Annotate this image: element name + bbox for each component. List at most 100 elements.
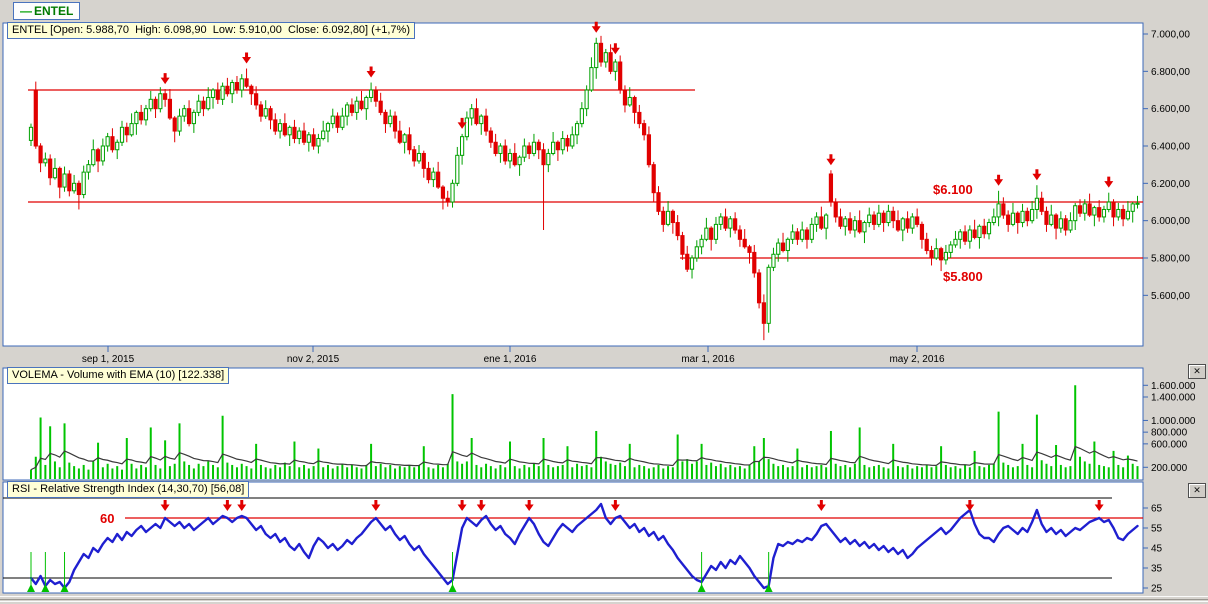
candle-body — [388, 115, 393, 125]
candle-body — [244, 78, 249, 87]
rsi-level-label: 60 — [100, 511, 114, 526]
candle-body — [43, 158, 48, 164]
candle-body — [62, 173, 67, 188]
candle-body — [637, 111, 642, 125]
candle-body — [1006, 214, 1011, 225]
candle-body — [1063, 218, 1068, 231]
candle-body — [838, 216, 843, 227]
candle-body — [402, 134, 407, 143]
candle-body — [354, 100, 359, 113]
candle-body — [263, 108, 268, 117]
rsi-axis-tick-label: 55 — [1151, 524, 1163, 535]
candle-body — [297, 130, 302, 140]
bottom-splitter[interactable] — [0, 595, 1208, 604]
candle-body — [613, 61, 618, 72]
candle-body — [574, 123, 580, 136]
candle-body — [287, 126, 292, 136]
candle-body — [507, 152, 513, 162]
candle-body — [555, 141, 560, 151]
candle-body — [780, 242, 786, 252]
candle-body — [737, 229, 743, 240]
candle-body — [488, 130, 493, 143]
candle-body — [570, 134, 575, 147]
candle-body — [608, 52, 613, 72]
candle-body — [670, 210, 675, 224]
candle-body — [186, 108, 192, 125]
candle-body — [455, 154, 460, 184]
candle-body — [210, 89, 216, 98]
buy-triangle — [41, 584, 50, 592]
candle-body — [704, 227, 709, 240]
candle-body — [1106, 201, 1111, 210]
buy-triangle — [27, 584, 35, 592]
candle-body — [498, 145, 503, 154]
price-axis-tick-label: 5.800,00 — [1151, 254, 1190, 265]
candle-body — [843, 218, 848, 227]
sell-arrow — [1032, 169, 1042, 181]
candle-body — [373, 89, 378, 102]
splitter-groove — [0, 596, 1208, 600]
rsi-axis-tick-label: 25 — [1151, 584, 1163, 595]
candle-body — [67, 173, 72, 192]
candle-body — [905, 218, 910, 229]
candle-body — [368, 89, 374, 98]
candle-body — [680, 235, 685, 255]
price-panel-header: ENTEL [Open: 5.988,70 High: 6.098,90 Low… — [7, 22, 415, 39]
sell-arrow — [1104, 176, 1114, 188]
candle-body — [828, 173, 834, 203]
price-panel — [2, 22, 1144, 347]
candle-body — [230, 82, 235, 95]
candle-body — [943, 251, 948, 261]
candle-body — [598, 42, 604, 63]
candle-body — [345, 104, 350, 117]
candle-body — [469, 108, 474, 119]
volume-panel-header: VOLEMA - Volume with EMA (10) [122.338] — [7, 367, 230, 384]
candle-body — [1058, 218, 1063, 229]
rsi-sell-arrow — [524, 500, 534, 511]
candle-body — [632, 96, 637, 113]
candle-body — [81, 171, 86, 196]
candle-body — [177, 115, 182, 132]
symbol-legend[interactable]: — ENTEL — [13, 2, 81, 20]
buy-triangle — [697, 584, 706, 592]
buy-triangle — [764, 584, 773, 592]
candle-body — [910, 216, 915, 229]
candle-body — [627, 96, 632, 106]
candle-body — [436, 171, 441, 188]
candle-body — [752, 251, 757, 274]
candle-body — [148, 98, 153, 110]
candle-body — [536, 141, 541, 151]
candle-body — [512, 152, 517, 166]
candle-body — [819, 216, 824, 229]
candle-body — [268, 108, 273, 121]
candle-body — [977, 225, 982, 238]
candle-body — [871, 214, 877, 225]
candle-body — [1111, 201, 1116, 218]
rsi-close-button[interactable]: ✕ — [1188, 483, 1206, 498]
candle-body — [622, 89, 628, 106]
candle-body — [349, 104, 355, 113]
candle-body — [450, 182, 455, 203]
candle-body — [163, 93, 168, 100]
candle-body — [522, 145, 527, 158]
volume-axis-tick-label: 1.600.000 — [1151, 381, 1196, 392]
candle-body — [359, 100, 364, 110]
candle-body — [756, 272, 762, 304]
splitter-groove — [0, 601, 1208, 604]
candle-body — [1030, 208, 1035, 222]
volume-panel — [2, 367, 1144, 481]
candle-body — [316, 138, 321, 147]
rsi-sell-arrow — [1094, 500, 1104, 511]
candle-body — [972, 229, 977, 238]
volume-axis-tick-label: 800.000 — [1151, 428, 1188, 439]
legend-symbol: ENTEL — [34, 4, 74, 18]
candle-body — [857, 220, 862, 233]
price-level-label: $5.800 — [943, 269, 983, 284]
candle-body — [220, 85, 225, 100]
candle-body — [919, 223, 925, 240]
volume-close-button[interactable]: ✕ — [1188, 364, 1206, 379]
candle-body — [982, 225, 987, 235]
candle-body — [1125, 210, 1131, 220]
candle-body — [191, 111, 196, 125]
rsi-panel-header: RSI - Relative Strength Index (14,30,70)… — [7, 481, 250, 498]
